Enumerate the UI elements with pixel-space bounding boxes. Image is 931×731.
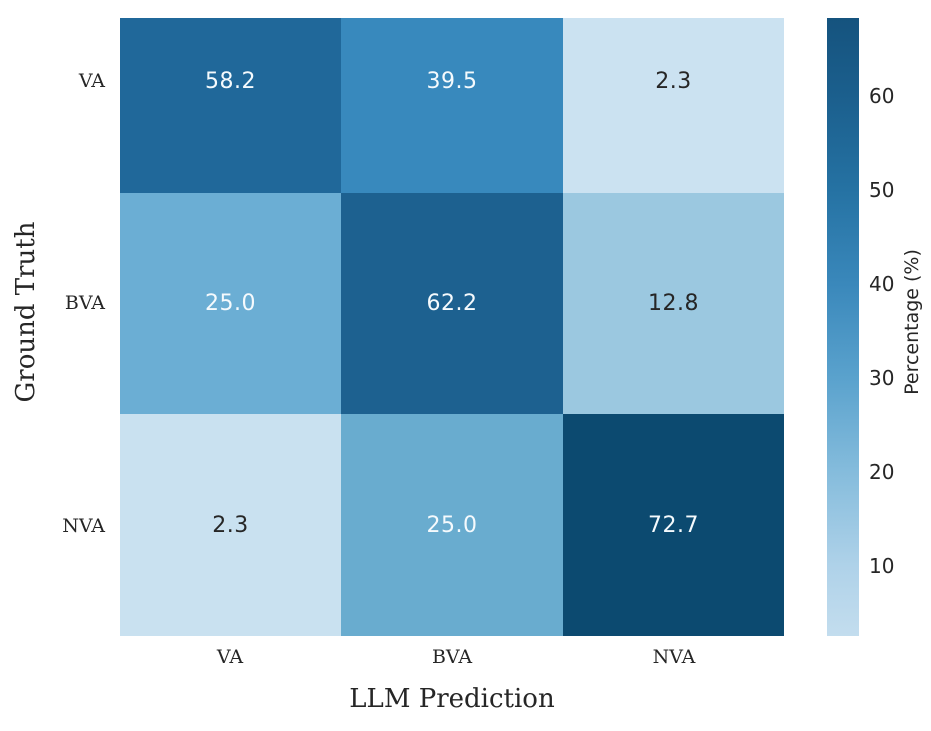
heatmap-cell-VA-VA: 58.2 <box>120 18 341 193</box>
heatmap-cell-BVA-NVA: 12.8 <box>563 193 784 414</box>
ytick-NVA: NVA <box>62 515 105 537</box>
colorbar-tick-60: 60 <box>869 84 895 108</box>
colorbar-tick-50: 50 <box>869 178 895 202</box>
heatmap-cell-NVA-NVA: 72.7 <box>563 414 784 636</box>
xtick-VA: VA <box>216 646 244 668</box>
colorbar-tick-20: 20 <box>869 460 895 484</box>
colorbar-tick-30: 30 <box>869 366 895 390</box>
colorbar <box>827 18 859 636</box>
y-axis-title: Ground Truth <box>11 221 41 403</box>
heatmap-cell-NVA-BVA: 25.0 <box>341 414 563 636</box>
x-axis-title: LLM Prediction <box>349 684 555 714</box>
colorbar-tick-40: 40 <box>869 272 895 296</box>
heatmap-grid: 58.2 39.5 2.3 25.0 62.2 12.8 2.3 25.0 72.7 <box>120 18 784 636</box>
colorbar-label: Percentage (%) <box>901 249 923 395</box>
heatmap-cell-BVA-BVA: 62.2 <box>341 193 563 414</box>
xtick-NVA: NVA <box>652 646 696 668</box>
ytick-BVA: BVA <box>64 292 105 314</box>
heatmap-cell-VA-BVA: 39.5 <box>341 18 563 193</box>
ytick-VA: VA <box>78 70 105 92</box>
heatmap-cell-BVA-VA: 25.0 <box>120 193 341 414</box>
heatmap-cell-NVA-VA: 2.3 <box>120 414 341 636</box>
xtick-BVA: BVA <box>431 646 473 668</box>
heatmap-cell-VA-NVA: 2.3 <box>563 18 784 193</box>
colorbar-tick-10: 10 <box>869 554 895 578</box>
